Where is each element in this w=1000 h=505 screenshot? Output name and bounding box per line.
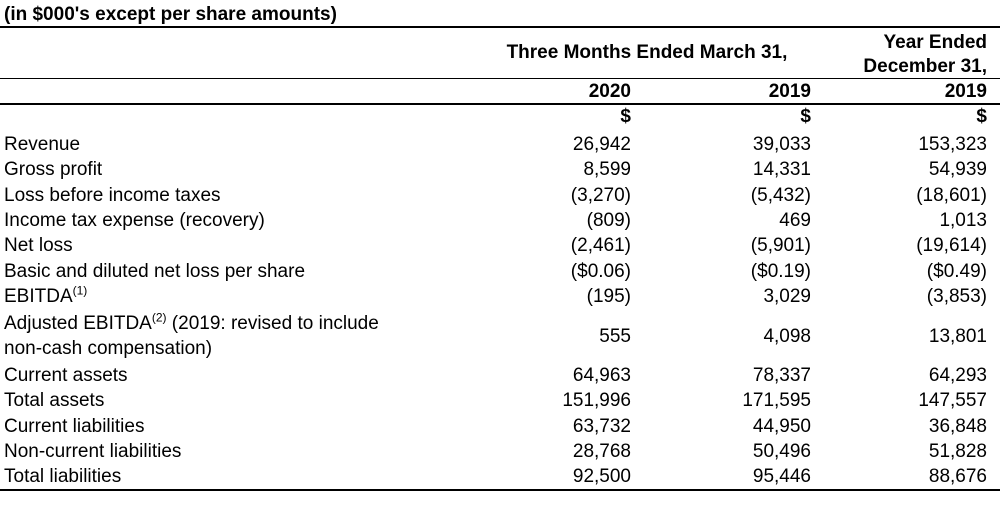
table-cell: 64,293 xyxy=(928,365,987,386)
table-cell: (19,614) xyxy=(916,235,987,256)
top-rule xyxy=(0,26,1000,28)
row-label-loss-per-share: Basic and diluted net loss per share xyxy=(4,261,306,282)
footnote-marker: (2) xyxy=(151,310,167,325)
table-cell: 39,033 xyxy=(752,134,811,155)
three-months-header: Three Months Ended March 31, xyxy=(506,42,788,63)
table-cell: (5,901) xyxy=(750,235,811,256)
table-cell: (5,432) xyxy=(750,185,811,206)
table-cell: (809) xyxy=(586,210,631,231)
table-cell: 147,557 xyxy=(918,390,987,411)
col3-year: 2019 xyxy=(944,81,987,102)
row-label-noncurrent-liabilities: Non-current liabilities xyxy=(4,441,182,462)
row-label-total-liabilities: Total liabilities xyxy=(4,466,122,487)
table-cell: 63,732 xyxy=(572,416,631,437)
table-cell: 4,098 xyxy=(763,326,811,347)
table-cell: (3,853) xyxy=(926,286,987,307)
table-cell: 14,331 xyxy=(752,159,811,180)
table-cell: (3,270) xyxy=(570,185,631,206)
table-cell: ($0.49) xyxy=(926,261,987,282)
row-label-total-assets: Total assets xyxy=(4,390,105,411)
year-ended-line1: Year Ended xyxy=(883,32,988,53)
row-label-current-assets: Current assets xyxy=(4,365,128,386)
table-cell: 92,500 xyxy=(572,466,631,487)
table-cell: 44,950 xyxy=(752,416,811,437)
table-cell: (2,461) xyxy=(570,235,631,256)
table-cell: 3,029 xyxy=(763,286,811,307)
table-cell: 36,848 xyxy=(928,416,987,437)
table-cell: 64,963 xyxy=(572,365,631,386)
footnote-marker: (1) xyxy=(72,283,88,298)
row-label-loss-before-taxes: Loss before income taxes xyxy=(4,185,221,206)
units-note: (in $000's except per share amounts) xyxy=(4,4,337,25)
row-label-current-liabilities: Current liabilities xyxy=(4,416,145,437)
row-label-net-loss: Net loss xyxy=(4,235,73,256)
row-label-adjusted-ebitda-line2: non-cash compensation) xyxy=(4,338,213,359)
table-cell: 13,801 xyxy=(928,326,987,347)
table-cell: (195) xyxy=(586,286,631,307)
table-cell: 51,828 xyxy=(928,441,987,462)
row-label-text: EBITDA xyxy=(4,286,73,307)
table-cell: 1,013 xyxy=(939,210,987,231)
table-cell: 50,496 xyxy=(752,441,811,462)
col2-currency: $ xyxy=(800,106,811,127)
row-label-rest: (2019: revised to include xyxy=(166,313,379,334)
table-cell: 153,323 xyxy=(918,134,987,155)
table-cell: ($0.06) xyxy=(570,261,631,282)
table-cell: 54,939 xyxy=(928,159,987,180)
table-cell: 95,446 xyxy=(752,466,811,487)
row-label-gross-profit: Gross profit xyxy=(4,159,103,180)
table-cell: 171,595 xyxy=(742,390,811,411)
row-label-adjusted-ebitda: Adjusted EBITDA(2) (2019: revised to inc… xyxy=(4,310,379,335)
table-cell: (18,601) xyxy=(916,185,987,206)
table-cell: 8,599 xyxy=(583,159,631,180)
years-rule xyxy=(0,103,1000,105)
table-cell: ($0.19) xyxy=(750,261,811,282)
row-label-ebitda: EBITDA(1) xyxy=(4,283,88,308)
col2-year: 2019 xyxy=(768,81,811,102)
table-cell: 151,996 xyxy=(562,390,631,411)
year-ended-line2: December 31, xyxy=(863,56,987,77)
table-cell: 88,676 xyxy=(928,466,987,487)
header-rule xyxy=(0,78,1000,79)
col3-currency: $ xyxy=(976,106,987,127)
table-cell: 78,337 xyxy=(752,365,811,386)
col1-year: 2020 xyxy=(588,81,631,102)
table-cell: 28,768 xyxy=(572,441,631,462)
table-cell: 555 xyxy=(599,326,631,347)
table-cell: 469 xyxy=(779,210,811,231)
row-label-text: Adjusted EBITDA xyxy=(4,313,152,334)
bottom-rule xyxy=(0,489,1000,491)
row-label-income-tax: Income tax expense (recovery) xyxy=(4,210,265,231)
row-label-revenue: Revenue xyxy=(4,134,81,155)
table-cell: 26,942 xyxy=(572,134,631,155)
col1-currency: $ xyxy=(620,106,631,127)
